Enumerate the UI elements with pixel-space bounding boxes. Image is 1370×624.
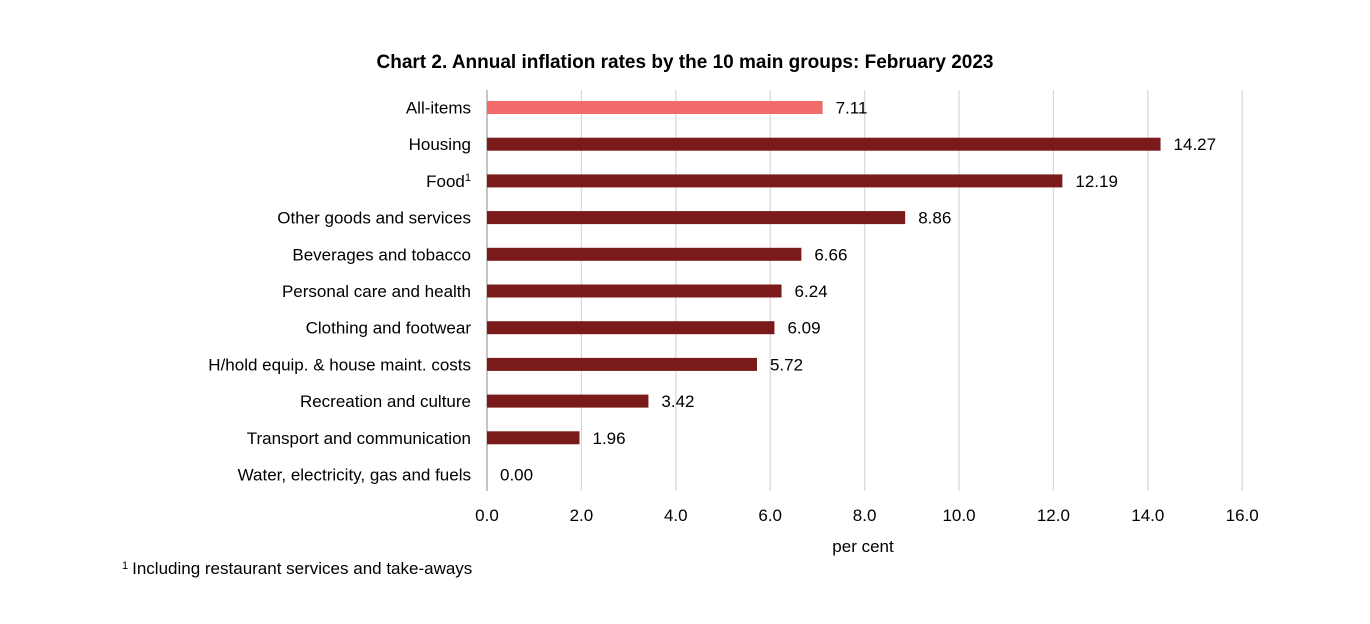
value-labels: 7.11 14.27 12.19 8.86 6.66 6.24 6.09 5.72 3.42 1.… bbox=[500, 99, 1216, 485]
value-label: 5.72 bbox=[770, 355, 803, 374]
bar bbox=[487, 211, 906, 225]
x-tick-label: 16.0 bbox=[1226, 506, 1259, 525]
bar bbox=[487, 321, 775, 335]
value-label: 3.42 bbox=[661, 392, 694, 411]
value-label: 0.00 bbox=[500, 466, 533, 485]
bar bbox=[487, 431, 580, 445]
category-superscript: 1 bbox=[465, 172, 471, 184]
x-tick-label: 2.0 bbox=[570, 506, 594, 525]
bar bbox=[487, 174, 1063, 188]
bar bbox=[487, 394, 649, 408]
value-label: 6.09 bbox=[787, 319, 820, 338]
value-label: 7.11 bbox=[836, 99, 868, 118]
x-tick-label: 10.0 bbox=[942, 506, 975, 525]
category-label: Transport and communication bbox=[247, 429, 471, 448]
category-label: Personal care and health bbox=[282, 282, 471, 301]
x-tick-label: 12.0 bbox=[1037, 506, 1070, 525]
value-label: 6.66 bbox=[814, 245, 847, 264]
x-tick-label: 14.0 bbox=[1131, 506, 1164, 525]
bar bbox=[487, 284, 782, 298]
footnote-text: Including restaurant services and take-a… bbox=[132, 559, 473, 578]
x-tick-label: 8.0 bbox=[853, 506, 877, 525]
value-label: 12.19 bbox=[1075, 172, 1118, 191]
value-label: 14.27 bbox=[1174, 135, 1217, 154]
bars bbox=[487, 101, 1161, 445]
value-label: 1.96 bbox=[593, 429, 626, 448]
bar bbox=[487, 247, 802, 261]
x-tick-label: 6.0 bbox=[758, 506, 782, 525]
bar bbox=[487, 137, 1161, 151]
category-label: Beverages and tobacco bbox=[292, 245, 471, 264]
category-labels: All-items Housing Food1 Other goods and ser… bbox=[208, 99, 471, 485]
value-label: 6.24 bbox=[795, 282, 828, 301]
category-label: Other goods and services bbox=[277, 209, 471, 228]
category-label: Housing bbox=[409, 135, 471, 154]
x-tick-label: 4.0 bbox=[664, 506, 688, 525]
bar bbox=[487, 357, 757, 371]
x-tick-label: 0.0 bbox=[475, 506, 499, 525]
category-label: Water, electricity, gas and fuels bbox=[238, 466, 471, 485]
x-axis-ticks: 0.0 2.0 4.0 6.0 8.0 10.0 12.0 14.0 16.0 bbox=[475, 506, 1259, 525]
category-label: Clothing and footwear bbox=[306, 319, 472, 338]
bar bbox=[487, 101, 823, 114]
category-label: All-items bbox=[406, 99, 471, 118]
category-label: Recreation and culture bbox=[300, 392, 471, 411]
x-axis-label: per cent bbox=[832, 537, 894, 556]
footnote-marker: 1 bbox=[122, 560, 129, 572]
value-label: 8.86 bbox=[918, 209, 951, 228]
category-label: H/hold equip. & house maint. costs bbox=[208, 355, 471, 374]
chart-title: Chart 2. Annual inflation rates by the 1… bbox=[376, 52, 994, 73]
category-label: Food1 bbox=[426, 172, 471, 191]
footnote: 1 Including restaurant services and take-… bbox=[122, 559, 472, 579]
